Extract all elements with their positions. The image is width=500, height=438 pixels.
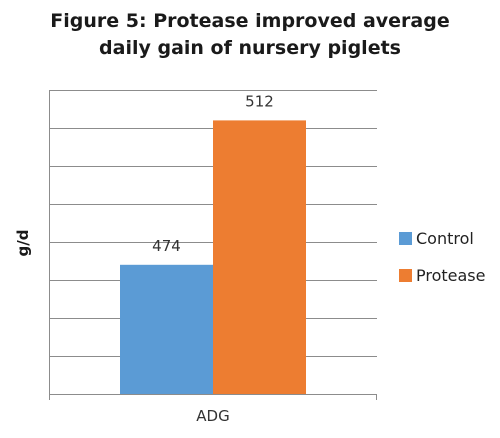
chart-title: Figure 5: Protease improved average dail… xyxy=(0,8,500,62)
legend-swatch-protease xyxy=(399,268,412,282)
y-axis-title: g/d xyxy=(14,230,32,257)
chart-title-line-1: Figure 5: Protease improved average xyxy=(50,10,450,32)
bar-protease xyxy=(213,120,306,395)
legend: Control Protease xyxy=(399,227,485,301)
bar-control xyxy=(120,264,213,394)
legend-item-control: Control xyxy=(399,227,485,249)
x-tick-label: ADG xyxy=(196,407,229,425)
legend-label-control: Control xyxy=(416,228,474,248)
chart-title-line-2: daily gain of nursery piglets xyxy=(99,37,401,59)
legend-swatch-control xyxy=(399,231,412,245)
data-label-control: 474 xyxy=(152,237,181,255)
legend-item-protease: Protease xyxy=(399,264,485,286)
legend-label-protease: Protease xyxy=(416,265,486,285)
data-label-protease: 512 xyxy=(245,92,274,110)
